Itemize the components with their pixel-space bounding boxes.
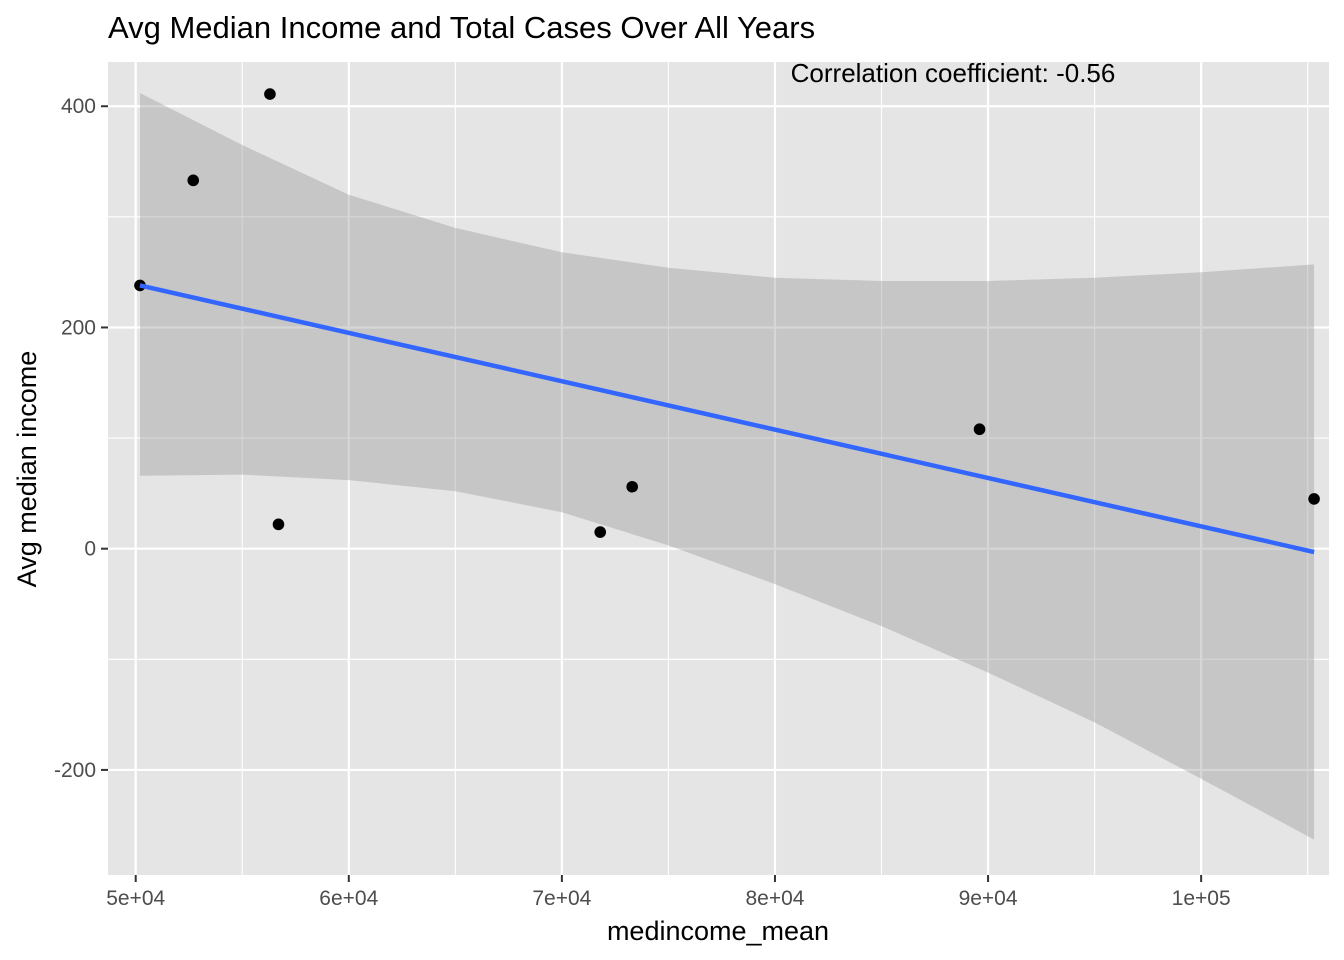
panel-background (108, 62, 1329, 875)
data-point (1308, 493, 1320, 505)
y-axis-title: Avg median income (12, 351, 42, 588)
correlation-annotation: Correlation coefficient: -0.56 (791, 58, 1116, 88)
chart-title: Avg Median Income and Total Cases Over A… (108, 10, 815, 45)
data-point (594, 526, 607, 538)
x-tick-label: 5e+04 (106, 887, 165, 910)
data-point (973, 423, 986, 436)
minor-gridlines (108, 62, 1329, 875)
major-gridlines (108, 62, 1329, 875)
data-point (264, 88, 276, 100)
x-tick-label: 9e+04 (959, 887, 1018, 910)
y-tick-label: 0 (84, 538, 96, 561)
x-tick-label: 1e+05 (1172, 887, 1231, 910)
y-tick-label: 200 (61, 316, 96, 339)
x-axis-title: medincome_mean (607, 916, 829, 946)
data-point (272, 518, 285, 531)
data-point (187, 174, 200, 187)
y-tick-label: 400 (61, 95, 96, 118)
confidence-band (140, 93, 1315, 840)
x-tick-label: 6e+04 (319, 887, 378, 910)
x-axis-ticks: 5e+04 6e+04 7e+04 8e+04 9e+04 1e+05 (106, 875, 1231, 910)
data-point (626, 480, 638, 493)
trend-line (139, 283, 1315, 555)
y-tick-label: -200 (54, 759, 96, 782)
x-tick-label: 7e+04 (532, 887, 591, 910)
x-tick-label: 8e+04 (745, 887, 804, 910)
y-axis-ticks: -200 0 200 400 (54, 95, 108, 782)
